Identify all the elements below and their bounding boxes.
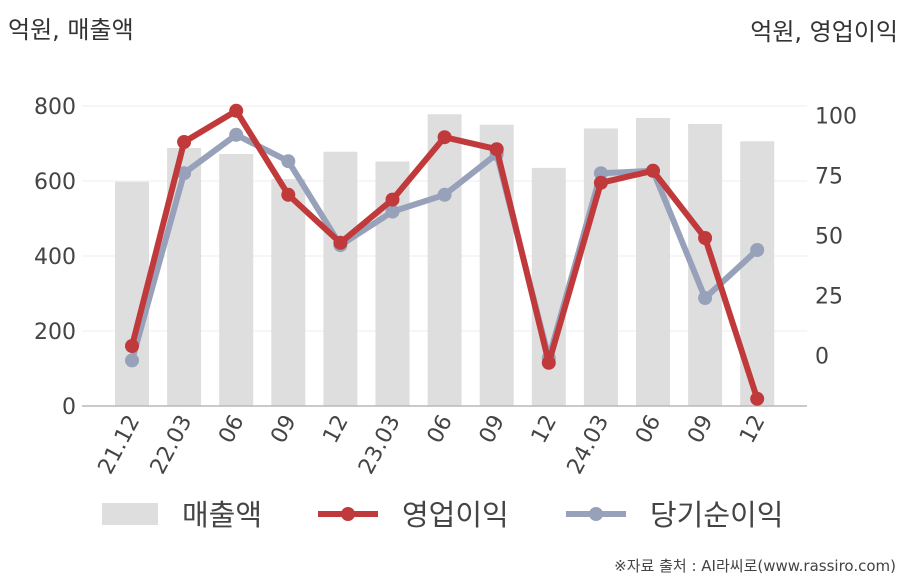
operating-profit-point xyxy=(229,103,244,118)
left-axis-tick-label: 400 xyxy=(34,245,76,270)
x-axis-tick-label: 24.03 xyxy=(563,411,615,478)
revenue-bar xyxy=(636,118,670,406)
operating-profit-point xyxy=(541,355,556,370)
net-income-point xyxy=(698,291,713,305)
operating-profit-point xyxy=(698,231,713,245)
legend-net-marker xyxy=(589,507,603,521)
x-axis-tick-label: 23.03 xyxy=(354,411,406,478)
x-axis-tick-label: 09 xyxy=(683,411,718,447)
net-income-point xyxy=(229,127,244,142)
x-axis-tick-label: 09 xyxy=(266,411,301,447)
x-axis-tick-label: 06 xyxy=(214,411,249,447)
x-axis-tick-label: 22.03 xyxy=(146,411,198,478)
left-axis-tick-label: 200 xyxy=(34,320,76,345)
x-axis-tick-label: 06 xyxy=(423,411,458,447)
x-axis-tick-label: 12 xyxy=(735,411,770,447)
operating-profit-point xyxy=(489,142,504,157)
legend-operating-marker xyxy=(341,507,355,521)
legend-revenue-swatch xyxy=(102,503,158,525)
net-income-point xyxy=(177,166,192,181)
operating-profit-point xyxy=(646,163,660,178)
revenue-bar xyxy=(427,114,462,406)
revenue-bar xyxy=(271,179,306,406)
x-axis-tick-label: 21.12 xyxy=(94,411,146,478)
net-income-point xyxy=(750,243,765,257)
operating-profit-point xyxy=(281,187,296,202)
right-axis-tick-label: 0 xyxy=(815,345,829,370)
net-income-point xyxy=(593,166,608,181)
revenue-bar xyxy=(323,151,358,406)
operating-profit-point xyxy=(125,339,139,353)
left-axis-unit: 억원, 매출액 xyxy=(8,16,134,44)
net-income-point xyxy=(125,353,139,368)
right-axis-tick-label: 75 xyxy=(815,165,843,190)
operating-profit-point xyxy=(177,135,192,149)
x-axis-tick-label: 12 xyxy=(318,411,353,447)
revenue-bar xyxy=(531,167,566,406)
operating-profit-point xyxy=(333,235,348,250)
revenue-bar xyxy=(479,124,514,406)
net-income-point xyxy=(385,204,400,219)
legend-revenue-label: 매출액 xyxy=(182,498,262,532)
right-axis-unit: 억원, 영업이익 xyxy=(750,18,898,46)
operating-profit-point xyxy=(385,192,400,207)
net-income-point xyxy=(437,187,452,202)
right-axis-tick-label: 50 xyxy=(815,225,843,250)
x-axis-tick-label: 09 xyxy=(475,411,510,447)
right-axis-tick-label: 25 xyxy=(815,285,843,310)
legend-net-label: 당기순이익 xyxy=(650,498,783,532)
x-axis-tick-label: 12 xyxy=(527,411,562,447)
source-note: ※자료 출처 : AI라씨로(www.rassiro.com) xyxy=(614,557,896,575)
left-axis-tick-label: 600 xyxy=(34,170,76,195)
right-axis-tick-label: 100 xyxy=(815,105,857,130)
operating-profit-point xyxy=(437,130,452,145)
net-income-point xyxy=(281,154,296,169)
x-axis-tick-label: 06 xyxy=(631,411,666,447)
left-axis-tick-label: 800 xyxy=(34,95,76,120)
operating-profit-point xyxy=(593,175,608,190)
legend-operating-label: 영업이익 xyxy=(402,498,509,532)
revenue-bar xyxy=(219,154,254,406)
left-axis-tick-label: 0 xyxy=(62,395,76,420)
operating-profit-point xyxy=(750,391,765,406)
